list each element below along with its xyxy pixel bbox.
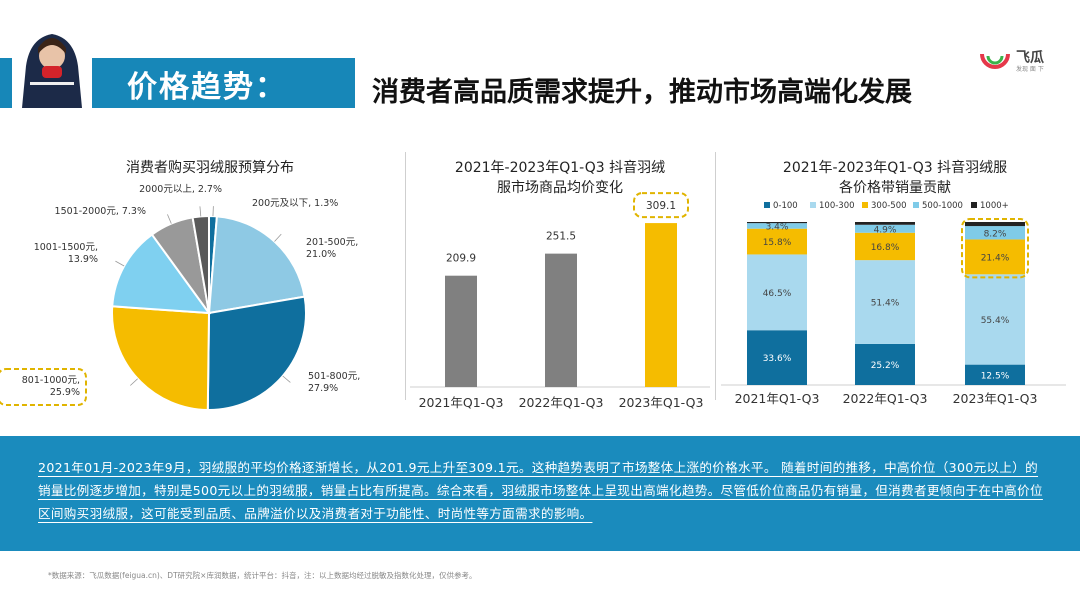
avg-price-value-0: 209.9	[446, 253, 476, 265]
stack-label-1-2: 16.8%	[871, 243, 900, 253]
avg-price-bar-1	[545, 253, 577, 387]
pie-label-1: 201-500元, 21.0%	[306, 237, 358, 260]
legend-swatch-1	[810, 202, 816, 208]
person-photo	[12, 26, 92, 108]
avg-price-category-1: 2022年Q1-Q3	[519, 395, 604, 410]
brand-name: 飞瓜	[1016, 50, 1044, 66]
avg-price-value-2: 309.1	[646, 200, 676, 212]
legend-swatch-2	[862, 202, 868, 208]
pie-label-4: 1001-1500元, 13.9%	[34, 242, 98, 265]
bar-highlight-box	[633, 192, 689, 219]
avg-price-title-line2: 服市场商品均价变化	[497, 180, 623, 196]
stack-label-0-2: 15.8%	[763, 238, 792, 248]
stack-category-0: 2021年Q1-Q3	[735, 391, 820, 406]
pie-title: 消费者购买羽绒服预算分布	[126, 160, 294, 176]
legend-swatch-0	[764, 202, 770, 208]
share-title-line1: 2021年-2023年Q1-Q3 抖音羽绒服	[782, 160, 1008, 176]
pie-leader-line	[274, 233, 282, 242]
stack-seg-1-1	[855, 260, 915, 344]
pie-slice-4	[111, 233, 212, 315]
stack-seg-1-2	[855, 232, 915, 261]
legend-label-2: 300-500	[871, 201, 907, 211]
stack-highlight-box	[961, 218, 1029, 279]
budget-pie-chart: 200元及以下, 1.3% 201-500元, 21.0% 501-800元, 27.9…	[0, 184, 360, 412]
stack-seg-0-3	[747, 223, 807, 229]
stack-category-1: 2022年Q1-Q3	[843, 391, 928, 406]
legend-label-3: 500-1000	[922, 201, 963, 211]
stack-seg-1-4	[855, 222, 915, 225]
pie-leader-line	[115, 260, 125, 267]
avg-price-category-2: 2023年Q1-Q3	[619, 395, 704, 410]
stack-seg-0-2	[747, 228, 807, 255]
stack-seg-0-4	[747, 222, 807, 224]
stack-label-0-3: 3.4%	[766, 222, 789, 232]
stack-label-1-0: 25.2%	[871, 361, 900, 371]
panel-divider	[715, 152, 716, 400]
avg-price-category-0: 2021年Q1-Q3	[419, 395, 504, 410]
stack-seg-0-1	[747, 254, 807, 331]
legend-swatch-3	[913, 202, 919, 208]
data-source-note: *数据来源：飞瓜数据(feigua.cn)、DT研究院×库润数据，统计平台：抖音…	[48, 571, 477, 580]
pie-label-6: 2000元以上, 2.7%	[139, 184, 222, 195]
stack-category-2: 2023年Q1-Q3	[953, 391, 1038, 406]
stack-seg-2-1	[965, 274, 1025, 365]
stack-label-2-0: 12.5%	[981, 371, 1010, 381]
stack-label-0-1: 46.5%	[763, 289, 792, 299]
stack-label-1-1: 51.4%	[871, 299, 900, 309]
panel-divider	[405, 152, 406, 400]
stack-label-2-1: 55.4%	[981, 316, 1010, 326]
brand-tagline: 发现 面 下	[1016, 66, 1044, 73]
avg-price-title-line1: 2021年-2023年Q1-Q3 抖音羽绒	[454, 160, 666, 176]
pie-label-5: 1501-2000元, 7.3%	[55, 206, 146, 217]
stack-label-2-2: 21.4%	[981, 253, 1010, 263]
pie-label-3: 801-1000元, 25.9%	[22, 375, 80, 398]
pie-slice-3	[111, 305, 211, 412]
summary-band	[0, 436, 1080, 551]
pie-leader-line	[167, 214, 172, 224]
avg-price-title: 2021年-2023年Q1-Q3 抖音羽绒 服市场商品均价变化	[420, 158, 700, 198]
share-title-line2: 各价格带销量贡献	[839, 180, 951, 196]
pie-highlight-box	[0, 368, 87, 406]
stack-seg-2-0	[965, 364, 1025, 385]
legend-swatch-4	[971, 202, 977, 208]
legend-label-1: 100-300	[819, 201, 855, 211]
pie-slice-6	[191, 214, 210, 314]
pie-leader-line	[199, 206, 202, 217]
legend-label-4: 1000+	[980, 201, 1009, 211]
stack-seg-1-0	[855, 343, 915, 385]
pie-label-2: 501-800元, 27.9%	[308, 371, 360, 394]
stack-label-2-3: 8.2%	[984, 229, 1007, 239]
stack-seg-2-3	[965, 226, 1025, 240]
stack-label-1-3: 4.9%	[874, 225, 897, 235]
pie-leader-line	[282, 375, 291, 383]
pie-leader-line	[130, 378, 138, 386]
pie-label-0: 200元及以下, 1.3%	[252, 198, 338, 209]
pie-slice-2	[206, 295, 307, 411]
summary-text: 2021年01月-2023年9月，羽绒服的平均价格逐渐增长，从201.9元上升至…	[38, 460, 1043, 521]
price-band-share-chart: 0-100 100-300 300-500 500-1000 1000+ 33.6% 46.…	[721, 201, 1066, 406]
avg-price-bar-chart: 209.9 2021年Q1-Q3 251.5 2022年Q1-Q3 309.1 2023年…	[410, 192, 710, 410]
section-title: 价格趋势：	[127, 70, 287, 105]
avg-price-bar-0	[445, 275, 477, 387]
stack-seg-1-3	[855, 224, 915, 233]
avg-price-value-1: 251.5	[546, 231, 576, 243]
stack-seg-0-0	[747, 330, 807, 385]
legend-label-0: 0-100	[773, 201, 798, 211]
brand-logo	[980, 53, 1010, 69]
headline: 消费者高品质需求提升，推动市场高端化发展	[372, 77, 912, 108]
stack-seg-2-2	[965, 239, 1025, 275]
stack-seg-2-4	[965, 222, 1025, 227]
avg-price-bar-2	[645, 223, 677, 387]
stack-label-0-0: 33.6%	[763, 354, 792, 364]
share-title: 2021年-2023年Q1-Q3 抖音羽绒服 各价格带销量贡献	[760, 158, 1030, 198]
